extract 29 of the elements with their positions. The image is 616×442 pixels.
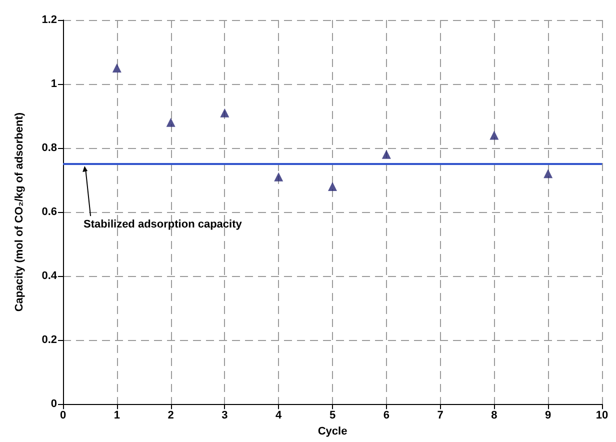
x-tick-label: 10 — [596, 410, 608, 422]
y-tick-label: 0.2 — [42, 334, 57, 346]
x-tick-label: 0 — [60, 410, 66, 422]
point — [220, 108, 230, 118]
ref-line-label: Stabilized adsorption capacity — [84, 218, 243, 231]
y-tick-label: 1.2 — [42, 14, 57, 26]
y-axis-title: Capacity (mol of CO₂/kg of adsorbent) — [14, 112, 26, 312]
point — [328, 182, 337, 191]
y-tick-label: 0 — [50, 398, 57, 410]
x-tick-label: 1 — [114, 410, 120, 422]
y-tick-label: 0.4 — [42, 270, 58, 282]
point — [274, 172, 284, 182]
point — [382, 150, 391, 159]
point — [490, 130, 499, 140]
point — [166, 118, 176, 127]
y-tick-label: 0.6 — [42, 206, 57, 218]
y-tick-label: 1 — [50, 78, 57, 90]
x-tick-label: 4 — [276, 410, 283, 422]
x-tick-label: 6 — [383, 410, 390, 422]
x-tick-label: 8 — [491, 410, 498, 422]
x-tick-label: 3 — [222, 410, 228, 422]
x-tick-label: 9 — [545, 410, 552, 422]
x-tick-label: 7 — [437, 410, 444, 422]
y-tick-label: 0.8 — [42, 142, 57, 154]
point — [112, 64, 122, 73]
x-tick-label: 5 — [329, 410, 336, 422]
x-axis-title: Cycle — [318, 426, 348, 438]
point — [544, 169, 553, 178]
x-tick-label: 2 — [168, 410, 174, 422]
